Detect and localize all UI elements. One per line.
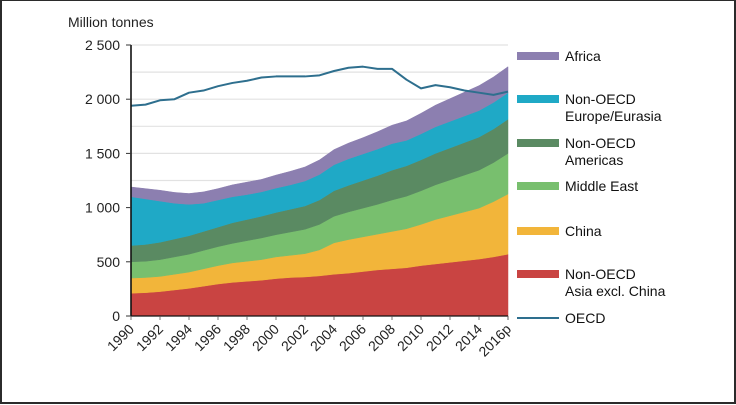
legend: AfricaNon-OECDEurope/EurasiaNon-OECDAmer… [517,48,666,326]
x-tick-label: 2004 [307,321,340,354]
legend-label: Non-OECD [565,91,636,107]
y-tick-label: 500 [97,254,121,270]
x-tick-label: 2000 [249,321,282,354]
legend-item-africa: Africa [517,48,601,64]
y-tick-label: 2 500 [85,37,120,53]
lines [130,65,509,107]
legend-swatch [517,139,559,147]
x-tick-label: 1990 [104,321,137,354]
legend-item-oecd: OECD [517,310,605,326]
x-tick-label: 2012 [423,321,456,354]
legend-label: Americas [565,152,623,168]
y-tick-label: 1 000 [85,200,120,216]
x-tick-label: 2002 [278,321,311,354]
legend-swatch [517,227,559,235]
legend-swatch [517,95,559,103]
x-tick-label: 2016p [475,321,514,360]
legend-item-middle-east: Middle East [517,178,638,194]
x-tick-label: 1998 [220,321,253,354]
legend-label: Non-OECD [565,266,636,282]
legend-label: Asia excl. China [565,283,666,299]
legend-label: Middle East [565,178,638,194]
y-tick-label: 2 000 [85,91,120,107]
x-tick-label: 1992 [133,321,166,354]
legend-label: Non-OECD [565,135,636,151]
legend-swatch [517,52,559,60]
stacked-areas [130,66,509,317]
axes [130,45,508,317]
x-ticks: 1990199219941996199820002002200420062008… [104,316,514,360]
legend-swatch [517,182,559,190]
x-tick-label: 2010 [394,321,427,354]
y-tick-label: 0 [112,308,120,324]
line-oecd [130,65,509,107]
y-axis-unit-label: Million tonnes [68,14,154,30]
y-tick-label: 1 500 [85,145,120,161]
x-tick-label: 2006 [336,321,369,354]
legend-swatch [517,270,559,278]
area-africa [130,66,509,205]
legend-label: Africa [565,48,601,64]
y-ticks: 0 500 1 000 1 500 2 000 2 500 [85,37,131,324]
legend-label: China [565,223,602,239]
legend-label: OECD [565,310,605,326]
legend-item-china: China [517,223,602,239]
legend-label: Europe/Eurasia [565,108,662,124]
x-tick-label: 2008 [365,321,398,354]
x-tick-label: 1996 [191,321,224,354]
x-tick-label: 1994 [162,321,195,354]
